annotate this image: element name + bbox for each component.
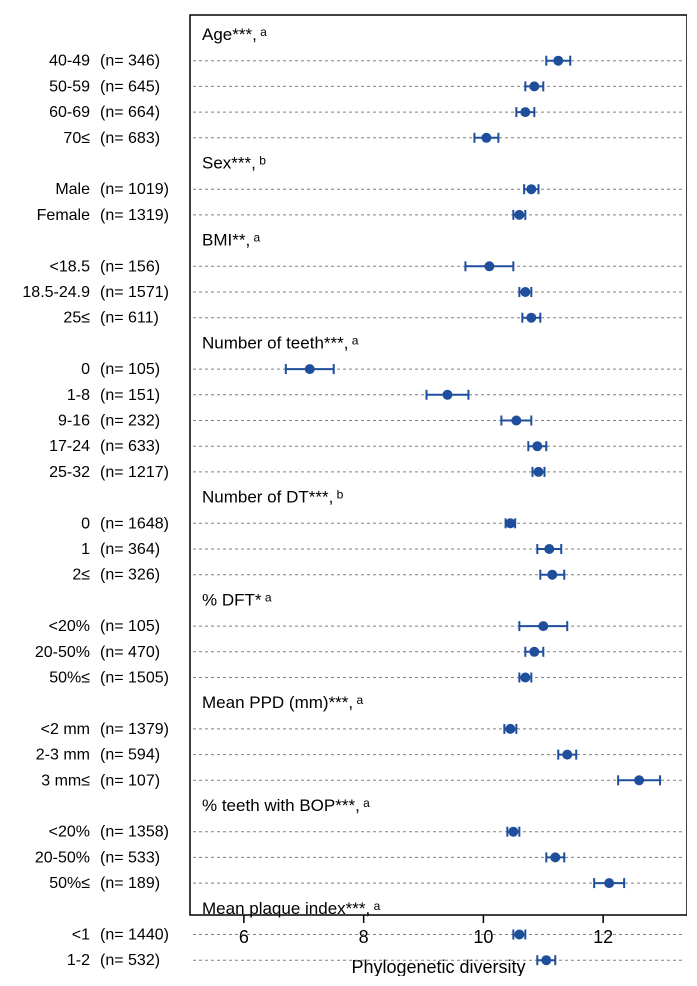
point-estimate (305, 364, 315, 374)
point-estimate (541, 955, 551, 965)
point-estimate (505, 724, 515, 734)
x-tick-label: 8 (359, 927, 369, 947)
row-n-label: (n= 1217) (100, 464, 169, 481)
group-header: Mean plaque index***, a (202, 899, 381, 918)
group-header: Age***, a (202, 25, 267, 44)
row-category-label: Male (55, 181, 90, 198)
row-n-label: (n= 105) (100, 361, 160, 378)
row-n-label: (n= 1571) (100, 284, 169, 301)
row-n-label: (n= 533) (100, 849, 160, 866)
point-estimate (514, 210, 524, 220)
point-estimate (481, 133, 491, 143)
row-n-label: (n= 1379) (100, 721, 169, 738)
row-category-label: 1-8 (67, 387, 90, 404)
point-estimate (508, 827, 518, 837)
group-header: Number of DT***, b (202, 488, 344, 507)
row-category-label: 50%≤ (49, 670, 90, 687)
point-estimate (526, 313, 536, 323)
row-n-label: (n= 532) (100, 952, 160, 969)
x-tick-label: 12 (593, 927, 613, 947)
row-n-label: (n= 664) (100, 104, 160, 121)
row-n-label: (n= 346) (100, 53, 160, 70)
row-category-label: 60-69 (49, 104, 90, 121)
row-category-label: 1-2 (67, 952, 90, 969)
point-estimate (484, 261, 494, 271)
point-estimate (520, 287, 530, 297)
row-n-label: (n= 611) (100, 310, 159, 327)
point-estimate (442, 390, 452, 400)
row-n-label: (n= 633) (100, 438, 160, 455)
row-category-label: 20-50% (35, 644, 90, 661)
row-category-label: 50-59 (49, 78, 90, 95)
row-category-label: 3 mm≤ (41, 772, 90, 789)
row-n-label: (n= 683) (100, 130, 160, 147)
row-n-label: (n= 594) (100, 747, 160, 764)
row-category-label: 1 (81, 541, 90, 558)
row-category-label: 17-24 (49, 438, 90, 455)
plot-border (190, 15, 687, 915)
row-n-label: (n= 326) (100, 567, 160, 584)
row-category-label: <20% (49, 618, 90, 635)
row-n-label: (n= 470) (100, 644, 160, 661)
row-n-label: (n= 107) (100, 772, 160, 789)
group-header: BMI**, a (202, 231, 261, 250)
row-category-label: 9-16 (58, 413, 90, 430)
row-category-label: Female (37, 207, 90, 224)
row-category-label: 20-50% (35, 849, 90, 866)
row-n-label: (n= 1358) (100, 824, 169, 841)
row-n-label: (n= 151) (100, 387, 160, 404)
point-estimate (505, 518, 515, 528)
point-estimate (553, 56, 563, 66)
row-category-label: 25-32 (49, 464, 90, 481)
row-category-label: 50%≤ (49, 875, 90, 892)
row-n-label: (n= 105) (100, 618, 160, 635)
row-n-label: (n= 645) (100, 78, 160, 95)
row-n-label: (n= 1440) (100, 927, 169, 944)
row-category-label: <2 mm (41, 721, 90, 738)
point-estimate (529, 81, 539, 91)
group-header: Mean PPD (mm)***, a (202, 693, 363, 712)
row-n-label: (n= 1319) (100, 207, 169, 224)
row-n-label: (n= 232) (100, 413, 160, 430)
point-estimate (547, 570, 557, 580)
row-n-label: (n= 364) (100, 541, 160, 558)
row-category-label: 70≤ (63, 130, 90, 147)
point-estimate (533, 467, 543, 477)
row-category-label: 18.5-24.9 (22, 284, 90, 301)
point-estimate (634, 775, 644, 785)
row-category-label: 25≤ (63, 310, 90, 327)
x-tick-label: 10 (473, 927, 493, 947)
point-estimate (532, 441, 542, 451)
point-estimate (514, 930, 524, 940)
row-category-label: 2≤ (72, 567, 90, 584)
row-n-label: (n= 1648) (100, 515, 169, 532)
group-header: Sex***, b (202, 154, 266, 173)
point-estimate (520, 107, 530, 117)
point-estimate (511, 416, 521, 426)
row-n-label: (n= 189) (100, 875, 160, 892)
row-category-label: 2-3 mm (36, 747, 90, 764)
point-estimate (529, 647, 539, 657)
row-n-label: (n= 1505) (100, 670, 169, 687)
forest-plot-chart: 681012Phylogenetic diversityAge***, a40-… (10, 10, 687, 976)
row-category-label: <20% (49, 824, 90, 841)
row-category-label: 0 (81, 361, 90, 378)
row-category-label: <1 (72, 927, 90, 944)
row-category-label: <18.5 (50, 258, 91, 275)
row-n-label: (n= 156) (100, 258, 160, 275)
point-estimate (538, 621, 548, 631)
point-estimate (604, 878, 614, 888)
point-estimate (544, 544, 554, 554)
point-estimate (550, 852, 560, 862)
point-estimate (520, 673, 530, 683)
row-n-label: (n= 1019) (100, 181, 169, 198)
group-header: % DFT* a (202, 590, 272, 609)
x-tick-label: 6 (239, 927, 249, 947)
point-estimate (526, 184, 536, 194)
group-header: % teeth with BOP***, a (202, 796, 370, 815)
group-header: Number of teeth***, a (202, 333, 359, 352)
row-category-label: 40-49 (49, 53, 90, 70)
point-estimate (562, 750, 572, 760)
row-category-label: 0 (81, 515, 90, 532)
